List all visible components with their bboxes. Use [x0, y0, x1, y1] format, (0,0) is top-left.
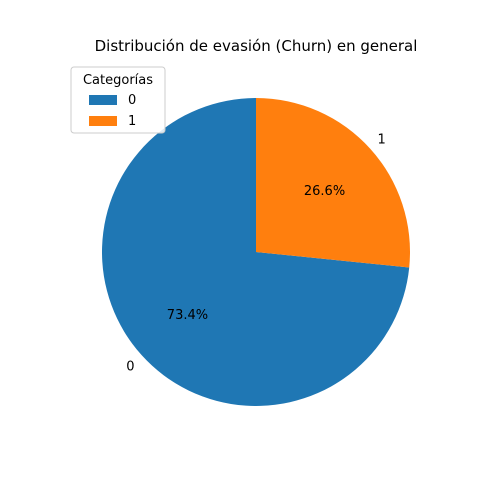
chart-title: Distribución de evasión (Churn) en gener… — [95, 37, 418, 55]
pie-category-label-0: 0 — [126, 360, 134, 375]
legend-swatch-0 — [89, 95, 117, 105]
pie-pct-label-0: 73.4% — [167, 308, 208, 323]
pie-slice-0 — [101, 98, 410, 406]
pie-slice-1 — [256, 98, 410, 268]
legend-title: Categorías — [83, 73, 153, 88]
legend-label-1: 1 — [128, 114, 136, 129]
pie-pct-label-1: 26.6% — [304, 184, 345, 199]
pie-category-label-1: 1 — [378, 132, 386, 147]
pie-group: 73.4% 0 26.6% 1 — [101, 98, 410, 406]
legend-swatch-1 — [89, 116, 117, 126]
legend: Categorías 0 1 — [70, 66, 166, 134]
legend-label-0: 0 — [128, 93, 136, 108]
